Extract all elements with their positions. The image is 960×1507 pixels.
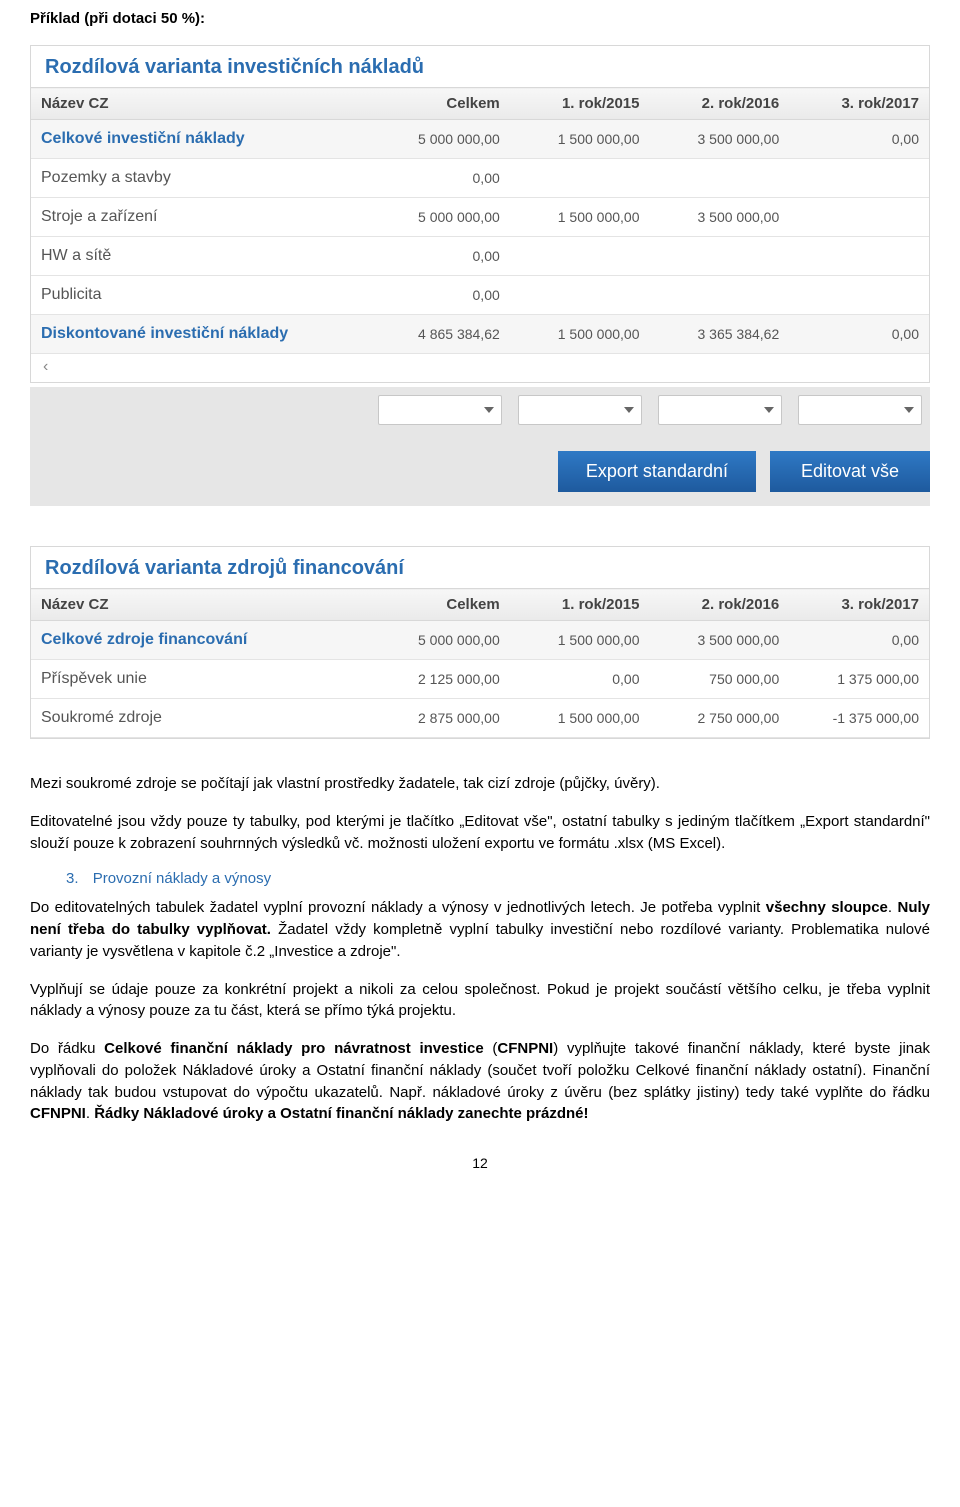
export-button[interactable]: Export standardní	[558, 451, 756, 492]
row-label: Příspěvek unie	[31, 660, 370, 699]
row-value: 1 500 000,00	[510, 120, 650, 159]
table-row: Diskontované investiční náklady4 865 384…	[31, 315, 929, 354]
row-value: 2 875 000,00	[370, 699, 510, 738]
column-header: Název CZ	[31, 88, 370, 120]
row-label: Pozemky a stavby	[31, 159, 370, 198]
row-value	[510, 276, 650, 315]
row-value: 0,00	[370, 276, 510, 315]
filter-dropdown[interactable]	[790, 395, 930, 425]
row-value	[650, 276, 790, 315]
section-title: Provozní náklady a výnosy	[93, 870, 271, 887]
row-value	[510, 159, 650, 198]
table-row: Publicita0,00	[31, 276, 929, 315]
page-number: 12	[30, 1155, 930, 1171]
column-header: 3. rok/2017	[789, 589, 929, 621]
row-label: Stroje a zařízení	[31, 198, 370, 237]
row-value: -1 375 000,00	[789, 699, 929, 738]
row-value: 4 865 384,62	[370, 315, 510, 354]
row-value: 5 000 000,00	[370, 120, 510, 159]
table-row: Celkové zdroje financování5 000 000,001 …	[31, 621, 929, 660]
row-label: Soukromé zdroje	[31, 699, 370, 738]
column-header: 3. rok/2017	[789, 88, 929, 120]
row-label: Publicita	[31, 276, 370, 315]
row-value	[789, 198, 929, 237]
column-header: 2. rok/2016	[649, 589, 789, 621]
paragraph-4: Vyplňují se údaje pouze za konkrétní pro…	[30, 979, 930, 1023]
column-header: 1. rok/2015	[510, 589, 650, 621]
row-value: 5 000 000,00	[370, 198, 510, 237]
edit-all-button[interactable]: Editovat vše	[770, 451, 930, 492]
table-row: Celkové investiční náklady5 000 000,001 …	[31, 120, 929, 159]
row-value: 3 500 000,00	[650, 198, 790, 237]
row-value: 2 125 000,00	[370, 660, 510, 699]
row-label: Diskontované investiční náklady	[31, 315, 370, 354]
row-value: 1 500 000,00	[510, 315, 650, 354]
row-value	[789, 159, 929, 198]
column-header: Název CZ	[31, 589, 370, 621]
row-value: 1 500 000,00	[510, 699, 650, 738]
chevron-down-icon	[764, 407, 774, 413]
table1-title: Rozdílová varianta investičních nákladů	[31, 46, 929, 87]
section-heading: 3. Provozní náklady a výnosy	[30, 870, 930, 887]
row-value: 0,00	[789, 621, 929, 660]
table-row: Soukromé zdroje2 875 000,001 500 000,002…	[31, 699, 929, 738]
column-header: 2. rok/2016	[650, 88, 790, 120]
row-value	[789, 276, 929, 315]
chevron-down-icon	[904, 407, 914, 413]
column-header: Celkem	[370, 589, 510, 621]
paragraph-2: Editovatelné jsou vždy pouze ty tabulky,…	[30, 811, 930, 855]
filter-dropdown[interactable]	[510, 395, 650, 425]
row-value: 0,00	[370, 159, 510, 198]
paragraph-1: Mezi soukromé zdroje se počítají jak vla…	[30, 773, 930, 795]
row-value: 1 500 000,00	[510, 198, 650, 237]
table-row: Pozemky a stavby0,00	[31, 159, 929, 198]
row-value: 0,00	[789, 315, 929, 354]
row-value: 3 500 000,00	[649, 621, 789, 660]
chevron-down-icon	[624, 407, 634, 413]
row-value: 1 500 000,00	[510, 621, 650, 660]
paragraph-3: Do editovatelných tabulek žadatel vyplní…	[30, 897, 930, 962]
table1: Název CZCelkem1. rok/20152. rok/20163. r…	[31, 87, 929, 354]
scroll-left-chevron[interactable]: ‹	[31, 354, 929, 382]
button-bar: Export standardní Editovat vše	[30, 433, 930, 506]
table2: Název CZCelkem1. rok/20152. rok/20163. r…	[31, 588, 929, 738]
row-value: 0,00	[789, 120, 929, 159]
row-value: 3 365 384,62	[650, 315, 790, 354]
paragraph-5: Do řádku Celkové finanční náklady pro ná…	[30, 1038, 930, 1125]
table2-title: Rozdílová varianta zdrojů financování	[31, 547, 929, 588]
table1-panel: Rozdílová varianta investičních nákladů …	[30, 45, 930, 383]
table-row: Příspěvek unie2 125 000,000,00750 000,00…	[31, 660, 929, 699]
row-value: 5 000 000,00	[370, 621, 510, 660]
table-row: Stroje a zařízení5 000 000,001 500 000,0…	[31, 198, 929, 237]
chevron-down-icon	[484, 407, 494, 413]
column-header: 1. rok/2015	[510, 88, 650, 120]
row-label: HW a sítě	[31, 237, 370, 276]
row-label: Celkové zdroje financování	[31, 621, 370, 660]
row-value: 3 500 000,00	[650, 120, 790, 159]
row-value: 2 750 000,00	[649, 699, 789, 738]
section-number: 3.	[66, 870, 79, 887]
row-value	[510, 237, 650, 276]
example-label: Příklad (při dotaci 50 %):	[30, 10, 930, 27]
row-value	[650, 159, 790, 198]
filter-row	[30, 387, 930, 433]
row-value: 750 000,00	[649, 660, 789, 699]
filter-dropdown[interactable]	[370, 395, 510, 425]
row-value: 1 375 000,00	[789, 660, 929, 699]
row-value	[650, 237, 790, 276]
row-value: 0,00	[510, 660, 650, 699]
row-label: Celkové investiční náklady	[31, 120, 370, 159]
filter-dropdown[interactable]	[650, 395, 790, 425]
row-value	[789, 237, 929, 276]
row-value: 0,00	[370, 237, 510, 276]
table2-panel: Rozdílová varianta zdrojů financování Ná…	[30, 546, 930, 739]
table-row: HW a sítě0,00	[31, 237, 929, 276]
column-header: Celkem	[370, 88, 510, 120]
